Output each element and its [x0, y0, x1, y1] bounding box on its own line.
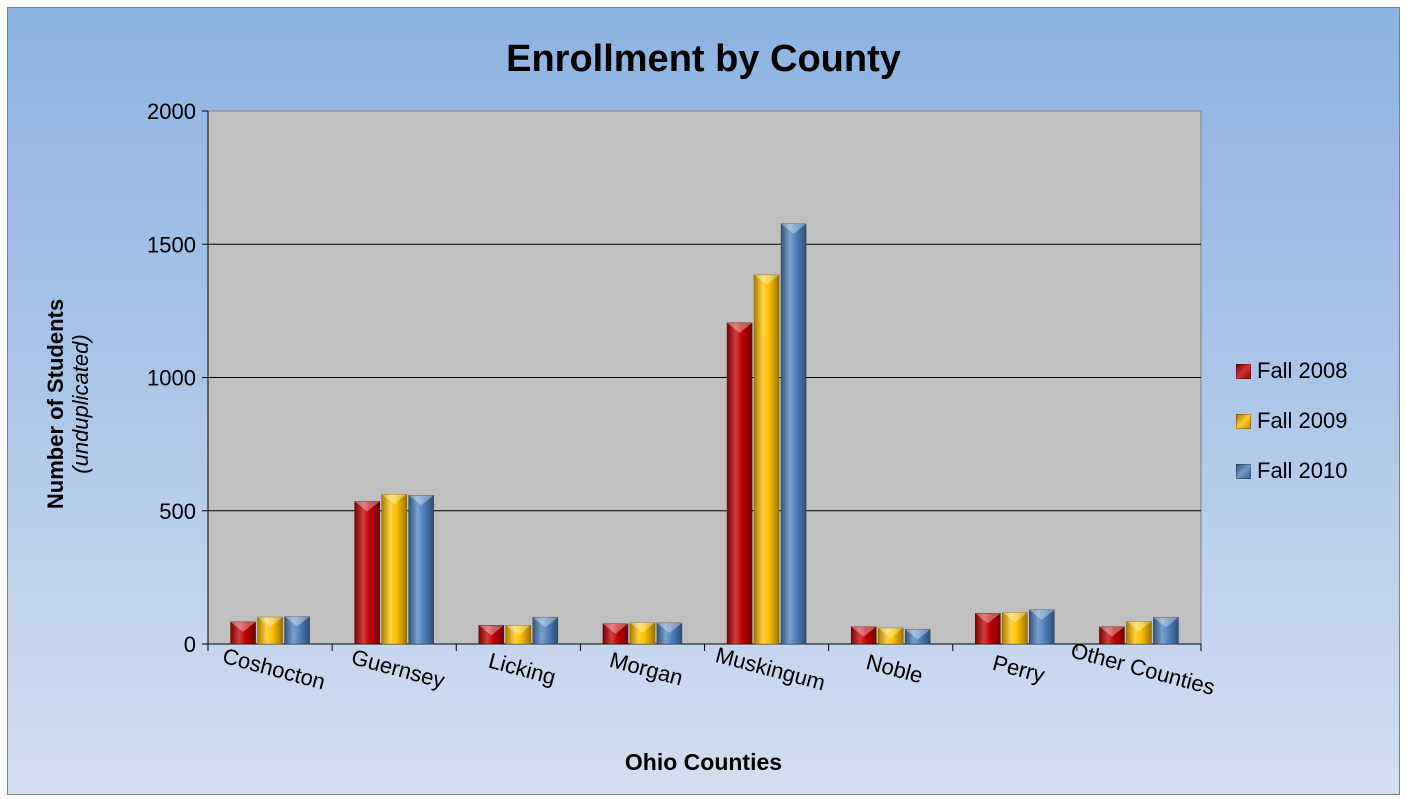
bar-bevel: [532, 617, 558, 628]
bar-fall-2008: [1099, 626, 1125, 645]
bar-fall-2008: [354, 501, 380, 645]
bar-bevel: [754, 274, 780, 285]
y-axis-label: Number of Students: [43, 298, 68, 510]
legend-item-fall-2009: Fall 2009: [1236, 396, 1348, 446]
bar-fall-2010: [532, 617, 559, 645]
bar-bevel: [656, 622, 682, 633]
x-tick-label: Coshocton: [220, 643, 328, 694]
x-tick-label: Noble: [864, 649, 926, 688]
bar-bevel: [727, 322, 753, 333]
bar-bevel: [781, 223, 807, 234]
bar-bevel: [629, 622, 655, 633]
bar-fall-2010: [1153, 617, 1179, 645]
chart-title: Enrollment by County: [506, 38, 901, 80]
legend-label: Fall 2008: [1257, 358, 1348, 383]
bar-bevel: [1002, 612, 1028, 623]
x-tick-label: Other Counties: [1068, 638, 1217, 700]
bar-bevel: [851, 626, 877, 637]
y-tick-label: 1000: [147, 366, 196, 391]
bar-fall-2010: [780, 223, 807, 645]
x-tick-label: Guernsey: [349, 644, 448, 693]
bar-bevel: [408, 495, 434, 506]
legend-swatch: [1236, 363, 1251, 379]
legend-label: Fall 2010: [1257, 458, 1348, 483]
x-tick-label: Perry: [990, 650, 1047, 688]
bar-bevel: [1126, 621, 1152, 632]
y-tick-label: 1500: [147, 232, 196, 257]
x-tick-label: Licking: [486, 648, 559, 690]
legend: Fall 2008 Fall 2009 Fall 2010: [1236, 346, 1348, 496]
chart-frame: 0 500 1000 1500 2000 Coshocton Guernsey Licking…: [7, 7, 1400, 795]
bar-bevel: [505, 625, 531, 636]
legend-label: Fall 2009: [1257, 408, 1348, 433]
bar-fall-2009: [629, 622, 656, 645]
x-axis-title: Ohio Counties: [624, 749, 783, 775]
bar-fall-2009: [1126, 621, 1152, 645]
bar-bevel: [478, 625, 504, 636]
bar-fall-2010: [904, 629, 931, 645]
bar-bevel: [1029, 609, 1055, 620]
y-tick-label: 0: [184, 632, 196, 657]
bar-fall-2008: [975, 613, 1001, 645]
y-tick-label: 500: [159, 499, 196, 524]
bar-fall-2010: [656, 622, 683, 645]
x-tick-label: Muskingum: [713, 642, 828, 695]
bar-bevel: [284, 616, 310, 627]
bar-fall-2008: [230, 621, 256, 645]
bar-fall-2008: [850, 626, 877, 645]
bar-fall-2009: [381, 493, 407, 645]
legend-item-fall-2010: Fall 2010: [1236, 446, 1348, 496]
bar-bevel: [905, 629, 931, 640]
y-tick-label: 2000: [147, 99, 196, 124]
bar-fall-2010: [284, 616, 310, 645]
x-tick-label: Morgan: [607, 647, 686, 690]
bar-bevel: [354, 501, 380, 512]
legend-swatch: [1236, 463, 1251, 479]
bar-fall-2008: [726, 322, 753, 645]
bar-fall-2009: [257, 616, 283, 645]
chart-svg: 0 500 1000 1500 2000 Coshocton Guernsey Licking…: [147, 99, 1218, 700]
bar-fall-2009: [1002, 612, 1028, 645]
bar-bevel: [975, 613, 1001, 624]
bar-fall-2009: [505, 625, 532, 645]
bar-fall-2009: [753, 274, 780, 645]
y-axis-sublabel: (unduplicated): [68, 334, 93, 474]
bar-bevel: [381, 494, 407, 505]
bar-bevel: [257, 617, 283, 628]
bar-bevel: [878, 628, 904, 639]
bar-fall-2008: [602, 623, 629, 645]
legend-swatch: [1236, 413, 1251, 429]
bar-fall-2008: [478, 625, 505, 645]
bar-fall-2009: [877, 627, 904, 645]
bar-bevel: [1099, 626, 1125, 637]
bar-fall-2010: [1029, 609, 1055, 645]
bar-bevel: [602, 623, 628, 634]
bar-fall-2010: [408, 495, 434, 645]
bar-bevel: [1153, 617, 1179, 628]
bar-bevel: [230, 621, 256, 632]
legend-item-fall-2008: Fall 2008: [1236, 346, 1348, 396]
